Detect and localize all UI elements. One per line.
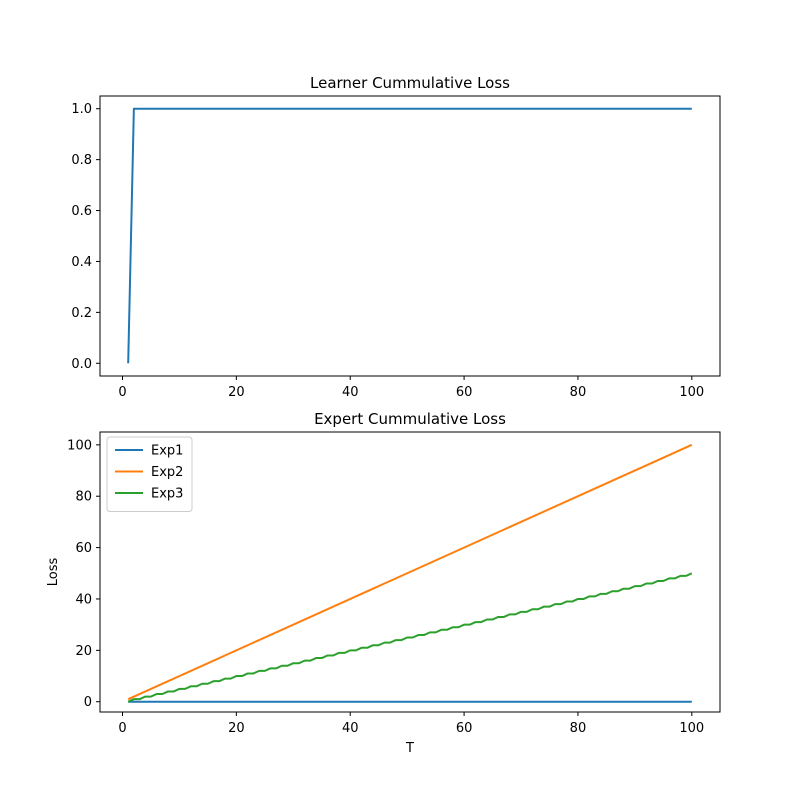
y-tick-label: 0.8 <box>71 153 92 168</box>
learner-plot-title: Learner Cummulative Loss <box>310 74 510 92</box>
series-line-exp3 <box>127 572 693 703</box>
x-tick-label: 20 <box>228 721 245 736</box>
expert-plot-title: Expert Cummulative Loss <box>314 410 506 428</box>
learner-loss-plot: Learner Cummulative Loss 0 20 40 60 80 100 0.0… <box>71 74 721 400</box>
legend-label: Exp3 <box>151 487 183 502</box>
x-tick-label: 40 <box>342 721 359 736</box>
y-tick-label: 80 <box>75 490 92 505</box>
y-tick-label: 0.0 <box>71 357 92 372</box>
learner-plot-frame <box>99 95 721 377</box>
x-tick-label: 0 <box>118 721 126 736</box>
learner-plot-marks <box>127 107 692 364</box>
x-tick-label: 100 <box>679 385 704 400</box>
y-tick-label: 0.4 <box>71 255 92 270</box>
y-tick-label: 60 <box>75 541 92 556</box>
series-line-exp2 <box>127 443 693 701</box>
y-tick-label: 1.0 <box>71 102 92 117</box>
expert-plot-ylabel: Loss <box>46 558 61 587</box>
y-tick-label: 20 <box>75 644 92 659</box>
x-tick-label: 100 <box>679 721 704 736</box>
series-line <box>127 107 692 364</box>
x-tick-label: 80 <box>570 721 587 736</box>
x-tick-label: 40 <box>342 385 359 400</box>
expert-plot-marks <box>127 443 693 703</box>
legend-label: Exp2 <box>151 465 183 480</box>
y-tick-label: 0 <box>84 695 92 710</box>
expert-plot-xlabel: T <box>405 741 414 756</box>
y-tick-label: 40 <box>75 592 92 607</box>
learner-plot-ticks: 0 20 40 60 80 100 0.0 0.2 0.4 0.6 0.8 1.0 <box>71 102 704 400</box>
x-tick-label: 0 <box>118 385 126 400</box>
x-tick-label: 60 <box>456 721 473 736</box>
expert-plot-ticks: 0 20 40 60 80 100 0 20 40 60 80 100 <box>67 438 704 736</box>
y-tick-label: 0.2 <box>71 306 92 321</box>
y-tick-label: 100 <box>67 438 92 453</box>
y-tick-label: 0.6 <box>71 204 92 219</box>
expert-plot-frame <box>99 431 721 713</box>
x-tick-label: 20 <box>228 385 245 400</box>
expert-loss-plot: Expert Cummulative Loss 0 20 40 60 80 100 0 20 4… <box>46 410 721 756</box>
x-tick-label: 80 <box>570 385 587 400</box>
expert-plot-legend: Exp1 Exp2 Exp3 <box>106 436 193 512</box>
x-tick-label: 60 <box>456 385 473 400</box>
legend-label: Exp1 <box>151 444 183 459</box>
